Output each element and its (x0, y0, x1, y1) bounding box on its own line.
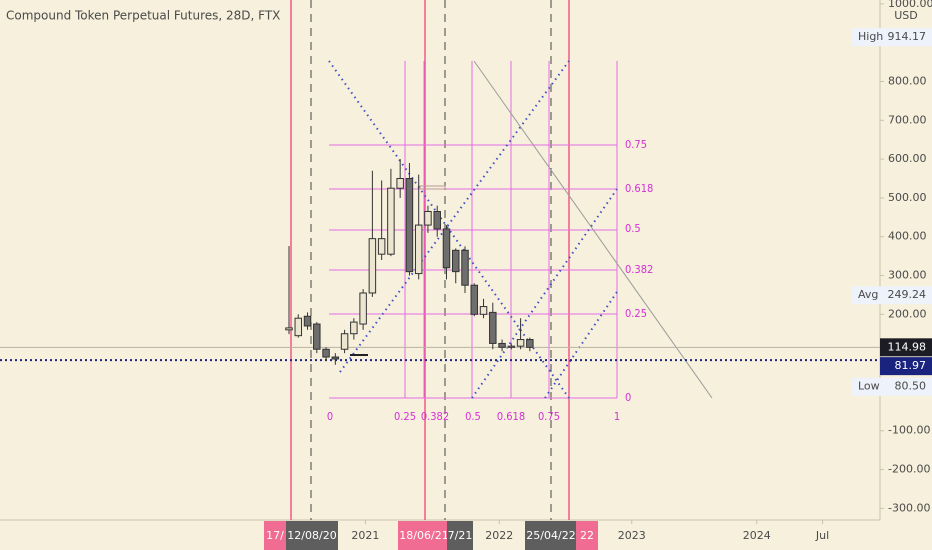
price-label-bg (852, 28, 932, 47)
time-marker-label: 12/08/20 (287, 529, 336, 542)
candle-body (331, 356, 340, 360)
candle-body (303, 315, 312, 327)
candle-body (516, 339, 525, 347)
price-label-value: 914.17 (888, 30, 927, 43)
last-price-label: 114.98 (888, 340, 927, 353)
time-marker-label: 22 (580, 529, 594, 542)
y-tick-label: -100.00 (888, 424, 930, 437)
fan-line (339, 60, 570, 373)
trend-line (473, 60, 713, 399)
time-marker-label: 17/ (266, 529, 284, 542)
gann-level-label: 0.25 (625, 307, 647, 320)
candle-body (507, 345, 516, 348)
gann-level-label: 0.5 (465, 410, 481, 423)
y-tick-label: 200.00 (888, 307, 927, 320)
currency: USD (894, 9, 918, 22)
price-label-value: 249.24 (888, 288, 927, 301)
y-tick-label: -300.00 (888, 501, 930, 514)
candle-body (285, 327, 293, 331)
time-marker-bg (447, 521, 473, 550)
candle-body (433, 210, 441, 230)
candle-body (322, 348, 330, 358)
price-label-name: Low (858, 380, 880, 393)
x-tick-label: Jul (815, 529, 829, 542)
y-tick-label: -200.00 (888, 463, 930, 476)
time-marker-bg (264, 521, 286, 550)
candle-body (479, 306, 488, 315)
y-tick-label: 400.00 (888, 230, 927, 243)
gann-level-label: 1 (614, 410, 620, 423)
candle-body (498, 342, 506, 348)
y-tick-label: 600.00 (888, 152, 927, 165)
line-price-box (880, 357, 932, 376)
gann-level-label: 0.5 (625, 222, 641, 235)
candle-body (414, 224, 423, 275)
small-box (419, 185, 446, 190)
price-label-name: Avg (858, 288, 878, 301)
y-tick-label: 500.00 (888, 191, 927, 204)
y-tick-label: 300.00 (888, 269, 927, 282)
candle-body (424, 210, 432, 226)
time-marker-label: 7/21 (448, 529, 473, 542)
y-tick-label: 1000.00 (888, 0, 932, 10)
time-marker-bg (398, 521, 450, 550)
gann-level-label: 0.75 (538, 410, 560, 423)
candle-body (526, 339, 534, 348)
gann-level-label: 0.618 (625, 182, 653, 195)
price-label-bg (852, 286, 932, 305)
candle-body (368, 238, 377, 294)
gann-fan (328, 60, 618, 399)
time-marker-label: 18/06/21 (399, 529, 448, 542)
y-tick-label: 700.00 (888, 113, 927, 126)
candle-body (387, 187, 395, 255)
gann-level-label: 0 (625, 391, 631, 404)
x-tick-label: 2021 (351, 529, 379, 542)
price-label-value: 80.50 (895, 380, 927, 393)
time-marker-bg (286, 521, 338, 550)
gann-level-label: 0.382 (421, 410, 449, 423)
time-marker-bg (576, 521, 598, 550)
chart-title: Compound Token Perpetual Futures, 28D, F… (6, 9, 280, 23)
candle-body (350, 321, 358, 335)
time-marker-bg (525, 521, 577, 550)
candle-body (377, 238, 386, 255)
candle-body (461, 249, 469, 286)
last-price-box (880, 338, 932, 357)
time-marker-label: 25/04/22 (526, 529, 575, 542)
candle-body (442, 228, 451, 269)
x-tick-label: 2022 (485, 529, 513, 542)
gann-level-label: 0.25 (394, 410, 416, 423)
price-label-bg (852, 377, 932, 396)
gann-box (329, 61, 618, 399)
candle-body (489, 311, 497, 344)
gann-level-label: 0.618 (497, 410, 525, 423)
candle-body (313, 323, 321, 350)
gann-level-label: 0 (327, 410, 333, 423)
gann-level-label: 0.382 (625, 263, 653, 276)
candle-body (359, 292, 367, 325)
candle-body (294, 317, 303, 337)
line-price-label: 81.97 (895, 359, 927, 372)
candle-body (452, 249, 460, 273)
price-label-name: High (858, 30, 883, 43)
gann-level-label: 0.75 (625, 138, 647, 151)
candle-body (470, 284, 479, 315)
candle-body (340, 333, 349, 350)
x-tick-label: 2023 (618, 529, 646, 542)
x-tick-label: 2024 (743, 529, 771, 542)
fan-line (471, 188, 618, 399)
candle-body (405, 178, 414, 273)
y-tick-label: 800.00 (888, 74, 927, 87)
candle-body (396, 178, 404, 189)
